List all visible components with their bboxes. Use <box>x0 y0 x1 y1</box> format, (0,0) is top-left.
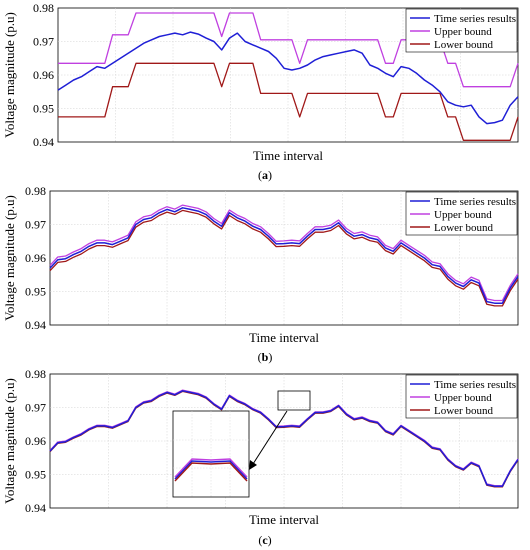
y-tick-label: 0.95 <box>25 285 46 299</box>
inset-upper-line <box>174 458 248 478</box>
legend-label-upper: Upper bound <box>434 26 492 38</box>
series-line-lower <box>58 62 519 141</box>
y-tick-label: 0.98 <box>25 367 46 381</box>
legend: Time series results Upper bound Lower bo… <box>405 374 518 419</box>
series-line-series <box>49 207 519 304</box>
y-tick-label: 0.97 <box>33 35 54 49</box>
y-tick-label: 0.94 <box>25 318 46 332</box>
y-tick-label: 0.96 <box>33 68 54 82</box>
y-axis-label: Voltage magnitude (p.u) <box>2 378 17 504</box>
y-tick-label: 0.96 <box>25 251 46 265</box>
inset-lower-line <box>174 462 248 482</box>
x-axis-label: Time interval <box>249 330 319 345</box>
caption-c: (c) <box>258 533 271 547</box>
legend-label-series: Time series results <box>434 13 516 25</box>
chart-panel-a: 0.94 0.95 0.96 0.97 0.98 Time interval Volta… <box>2 1 519 182</box>
legend-label-upper: Upper bound <box>434 392 492 404</box>
y-tick-label: 0.96 <box>25 434 46 448</box>
legend-label-upper: Upper bound <box>434 209 492 221</box>
legend-label-series: Time series results <box>434 196 516 208</box>
zoom-region-box <box>277 390 311 411</box>
y-tick-label: 0.95 <box>25 468 46 482</box>
inset-lines <box>174 458 248 482</box>
caption-b: (b) <box>258 350 273 364</box>
y-tick-label: 0.98 <box>25 184 46 198</box>
legend: Time series results Upper bound Lower bo… <box>405 191 518 236</box>
legend-label-series: Time series results <box>434 379 516 391</box>
x-axis-label: Time interval <box>253 148 323 163</box>
series-line-upper <box>49 204 519 302</box>
zoom-arrow-head <box>249 460 257 470</box>
zoom-arrow <box>252 410 288 465</box>
legend: Time series results Upper bound Lower bo… <box>405 8 518 53</box>
legend-label-lower: Lower bound <box>434 39 493 51</box>
y-tick-label: 0.95 <box>33 102 54 116</box>
chart-panel-c: 0.94 0.95 0.96 0.97 0.98 Time interval Volta… <box>2 367 519 547</box>
y-tick-label: 0.94 <box>33 135 54 149</box>
y-tick-label: 0.97 <box>25 218 46 232</box>
legend-label-lower: Lower bound <box>434 405 493 417</box>
chart-panel-b: 0.94 0.95 0.96 0.97 0.98 Time interval Volta… <box>2 184 519 364</box>
x-axis-label: Time interval <box>249 512 319 527</box>
caption-a: (a) <box>258 168 272 182</box>
legend-label-lower: Lower bound <box>434 222 493 234</box>
y-axis-label: Voltage magnitude (p.u) <box>2 12 17 138</box>
y-tick-label: 0.94 <box>25 501 46 515</box>
y-axis-label: Voltage magnitude (p.u) <box>2 195 17 321</box>
y-tick-label: 0.97 <box>25 401 46 415</box>
series-line-series <box>49 390 519 487</box>
inset-series-line <box>174 460 248 480</box>
y-tick-label: 0.98 <box>33 1 54 15</box>
series-line-series <box>57 31 519 125</box>
series-line-lower <box>49 209 519 307</box>
